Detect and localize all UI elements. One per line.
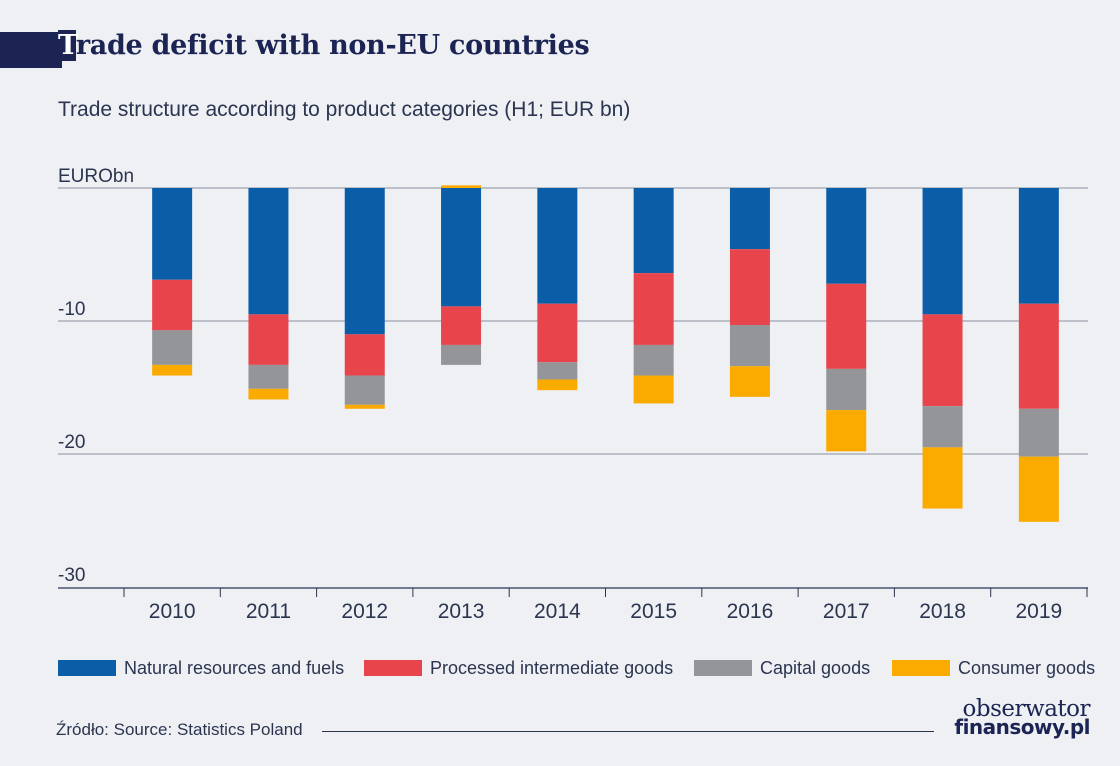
x-tick-label: 2015: [630, 600, 677, 623]
bar-segment: [729, 366, 770, 397]
x-tick-label: 2011: [246, 600, 291, 623]
bar-segment: [1018, 188, 1059, 304]
logo-top-text: obserwator: [962, 696, 1091, 722]
bar-segment: [152, 364, 193, 376]
x-tick-label: 2014: [534, 600, 581, 623]
bar-segment: [633, 375, 674, 404]
bar-segment: [633, 344, 674, 376]
bar-segment: [826, 368, 867, 411]
x-tick-label: 2017: [823, 600, 870, 623]
bar-segment: [633, 273, 674, 345]
x-tick-label: 2013: [438, 600, 485, 623]
y-tick-label: -20: [58, 432, 85, 453]
bar-segment: [344, 404, 385, 409]
bar-segment: [441, 188, 482, 307]
x-tick-label: 2018: [919, 600, 966, 623]
bar-segment: [537, 303, 578, 363]
bar-segment: [441, 344, 482, 365]
bar-segment: [152, 279, 193, 331]
legend-swatch: [694, 660, 752, 676]
bar-segment: [248, 314, 289, 365]
chart-title-rest: rade deficit with non-EU countries: [75, 30, 590, 61]
bar-segment: [248, 388, 289, 400]
bar-segment: [922, 447, 963, 509]
bar-segment: [537, 379, 578, 391]
chart-title-first-letter: T: [58, 30, 76, 61]
bar-segment: [152, 188, 193, 280]
legend-label: Natural resources and fuels: [124, 658, 344, 678]
bar-segment: [248, 364, 289, 389]
x-tick-label: 2016: [727, 600, 774, 623]
bar-segment: [1018, 408, 1059, 457]
legend-label: Processed intermediate goods: [430, 658, 673, 678]
chart-title: Trade deficit with non-EU countries: [58, 30, 590, 61]
title-accent-bar: [0, 32, 62, 68]
x-tick-label: 2012: [341, 600, 388, 623]
bar-segment: [441, 306, 482, 345]
legend-swatch: [892, 660, 950, 676]
y-tick-label: -30: [58, 565, 85, 586]
chart-subtitle: Trade structure according to product cat…: [58, 98, 631, 121]
footer-divider: [322, 731, 934, 732]
bar-segment: [344, 334, 385, 376]
bar-segment: [248, 188, 289, 315]
bar-segment: [1018, 456, 1059, 522]
legend-label: Consumer goods: [958, 658, 1095, 678]
source-note: Źródło: Source: Statistics Poland: [56, 720, 303, 739]
legend-swatch: [364, 660, 422, 676]
bar-segment: [537, 188, 578, 304]
bar-segment: [922, 406, 963, 448]
bar-segment: [537, 362, 578, 380]
y-tick-label: -10: [58, 299, 85, 320]
bar-segment: [826, 410, 867, 452]
publisher-logo: obserwator finansowy.pl: [950, 696, 1091, 739]
logo-bottom-text: finansowy.pl: [954, 715, 1090, 739]
y-tick-label: EURObn: [58, 166, 134, 187]
legend-swatch: [58, 660, 116, 676]
bar-segment: [729, 188, 770, 250]
bar-segment: [344, 375, 385, 405]
legend-label: Capital goods: [760, 658, 870, 678]
bar-segment: [826, 283, 867, 369]
bar-segment: [344, 188, 385, 335]
bar-segment: [729, 249, 770, 325]
bar-segment: [633, 188, 674, 274]
x-tick-label: 2010: [149, 600, 196, 623]
bar-segment: [922, 314, 963, 407]
bar-segment: [441, 185, 482, 188]
bar-segment: [729, 324, 770, 367]
x-tick-label: 2019: [1015, 600, 1062, 623]
bar-segment: [922, 188, 963, 315]
bar-segment: [152, 330, 193, 365]
bar-segment: [826, 188, 867, 284]
bar-segment: [1018, 303, 1059, 409]
